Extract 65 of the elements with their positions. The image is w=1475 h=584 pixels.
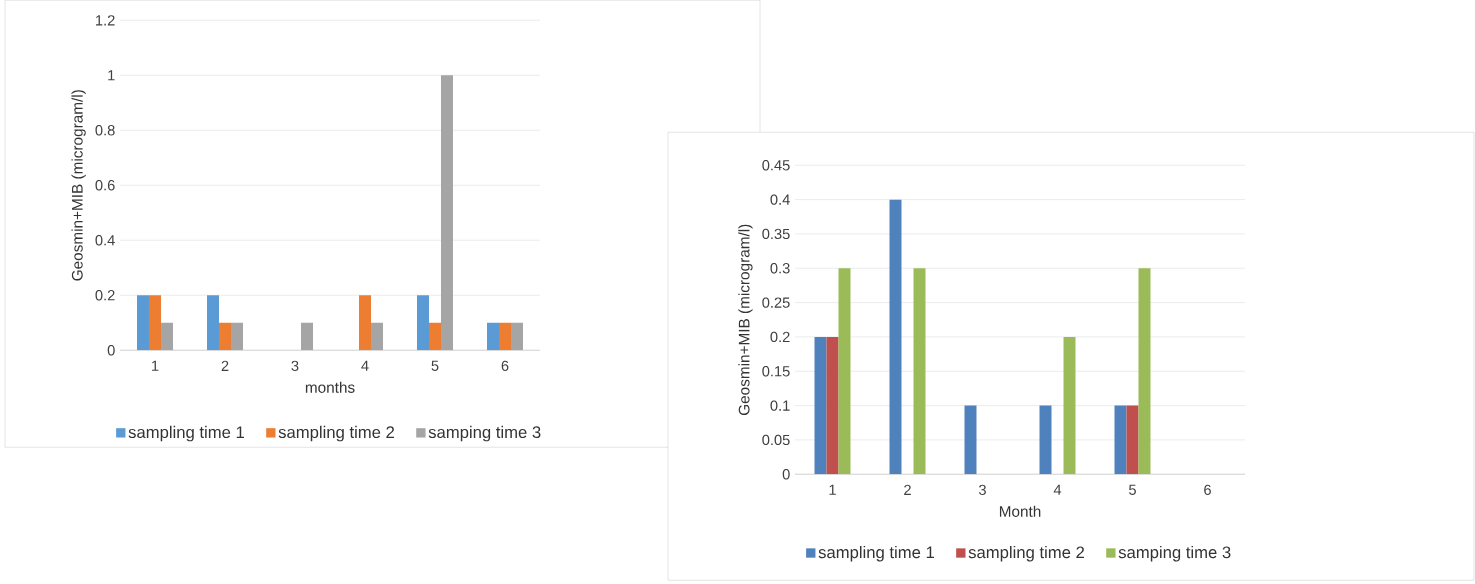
x-axis-title: months: [305, 381, 355, 393]
y-tick-label: 1: [108, 70, 115, 81]
y-tick-label: 0.6: [95, 179, 115, 191]
x-tick-label: 1: [152, 360, 159, 371]
bar: [161, 322, 174, 351]
bar: [487, 322, 499, 351]
x-tick-label: 1: [829, 484, 836, 495]
y-tick-label: 0.4: [770, 194, 790, 205]
bar: [499, 322, 512, 351]
x-tick-label: 6: [1204, 484, 1211, 495]
y-tick-label: 0.05: [762, 434, 790, 445]
y-tick-label: 0.45: [762, 159, 790, 171]
y-tick-label: 1.2: [96, 15, 115, 26]
bar: [913, 268, 926, 475]
x-tick-label: 3: [978, 484, 986, 495]
legend-label: samping time 3: [1118, 545, 1231, 562]
bar: [441, 75, 453, 351]
bar: [231, 322, 244, 351]
bar: [1138, 268, 1151, 475]
bar: [149, 295, 162, 351]
x-tick-label: 3: [291, 360, 299, 371]
bar: [371, 322, 383, 351]
x-tick-label: 2: [904, 484, 911, 495]
x-tick-label: 5: [1129, 484, 1136, 495]
legend-label: sampling time 1: [128, 425, 244, 442]
y-axis-title: Geosmin+MIB (microgram/l): [71, 90, 86, 281]
bar: [1114, 405, 1127, 475]
bar: [964, 405, 977, 475]
bar: [137, 295, 150, 351]
bar: [1126, 405, 1139, 475]
y-axis-title: Geosmin+MIB (microgram/l): [738, 224, 753, 415]
x-tick-label: 6: [501, 360, 509, 371]
bar: [814, 336, 827, 475]
bar: [889, 199, 902, 475]
legend-label: sampling time 1: [818, 545, 934, 562]
x-tick-label: 4: [361, 360, 369, 371]
y-tick-label: 0.4: [95, 234, 115, 246]
bar: [1039, 405, 1052, 475]
y-tick-label: 0.2: [95, 289, 115, 301]
y-tick-label: 0.35: [762, 228, 790, 239]
bar: [301, 322, 314, 351]
y-tick-label: 0: [782, 468, 790, 480]
x-axis-title: Month: [999, 505, 1041, 517]
y-tick-label: 0.2: [770, 331, 790, 342]
y-tick-label: 0.3: [770, 262, 790, 274]
bar: [359, 295, 372, 351]
bar: [838, 268, 851, 475]
legend-label: sampling time 2: [968, 545, 1084, 562]
legend-label: sampling time 2: [278, 425, 395, 442]
x-tick-label: 4: [1053, 484, 1062, 495]
bar: [1063, 336, 1076, 475]
bar: [207, 295, 220, 351]
y-tick-label: 0.15: [762, 365, 790, 377]
y-tick-label: 0.25: [762, 297, 790, 308]
bar: [219, 322, 232, 351]
bar: [511, 322, 523, 351]
bar: [826, 336, 839, 475]
x-tick-label: 5: [431, 360, 439, 371]
x-tick-label: 2: [221, 360, 229, 371]
y-tick-label: 0.1: [770, 400, 790, 411]
y-tick-label: 0.8: [95, 124, 115, 136]
legend-label: samping time 3: [428, 425, 541, 442]
bar: [429, 322, 442, 351]
y-tick-label: 0: [107, 344, 115, 356]
bar: [417, 295, 429, 351]
